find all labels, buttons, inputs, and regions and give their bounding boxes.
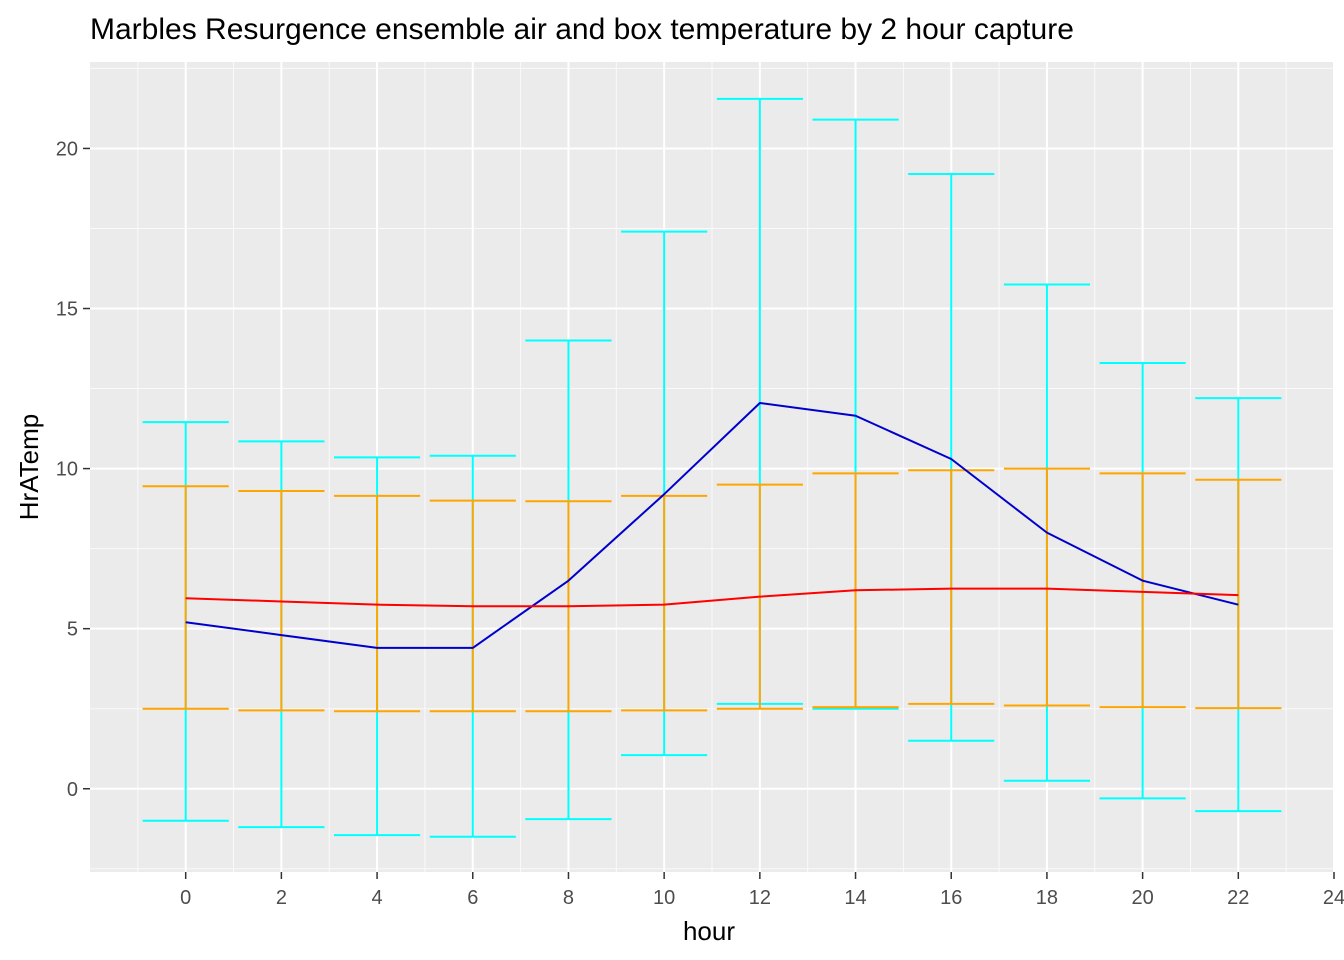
x-tick-label: 22 bbox=[1227, 887, 1249, 909]
x-tick-label: 6 bbox=[467, 887, 478, 909]
x-tick-label: 10 bbox=[653, 887, 675, 909]
x-tick-label: 14 bbox=[844, 887, 866, 909]
y-tick-label: 20 bbox=[56, 138, 78, 160]
x-tick-label: 4 bbox=[372, 887, 383, 909]
x-tick-label: 12 bbox=[749, 887, 771, 909]
x-tick-label: 16 bbox=[940, 887, 962, 909]
x-tick-label: 8 bbox=[563, 887, 574, 909]
x-tick-label: 20 bbox=[1131, 887, 1153, 909]
x-tick-label: 24 bbox=[1323, 887, 1344, 909]
errorbar bbox=[621, 494, 708, 712]
errorbar bbox=[908, 469, 995, 705]
x-tick-label: 2 bbox=[276, 887, 287, 909]
errorbar bbox=[1099, 472, 1186, 709]
y-tick-label: 5 bbox=[67, 619, 78, 641]
x-tick-label: 18 bbox=[1036, 887, 1058, 909]
errorbar bbox=[334, 494, 421, 713]
errorbar bbox=[1195, 478, 1282, 710]
series-line-0 bbox=[185, 401, 1239, 649]
errorbar bbox=[1003, 467, 1090, 707]
chart-title: Marbles Resurgence ensemble air and box … bbox=[90, 13, 1074, 46]
x-tick-label: 0 bbox=[180, 887, 191, 909]
y-tick-label: 15 bbox=[56, 299, 78, 321]
grid-minor bbox=[90, 62, 1334, 872]
y-axis-title: HrATemp bbox=[14, 414, 44, 520]
x-axis-title: hour bbox=[683, 916, 735, 946]
y-tick-label: 10 bbox=[56, 459, 78, 481]
series-line-1 bbox=[185, 587, 1239, 608]
chart-marks bbox=[142, 97, 1282, 838]
y-tick-label: 0 bbox=[67, 779, 78, 801]
errorbar bbox=[142, 485, 229, 710]
